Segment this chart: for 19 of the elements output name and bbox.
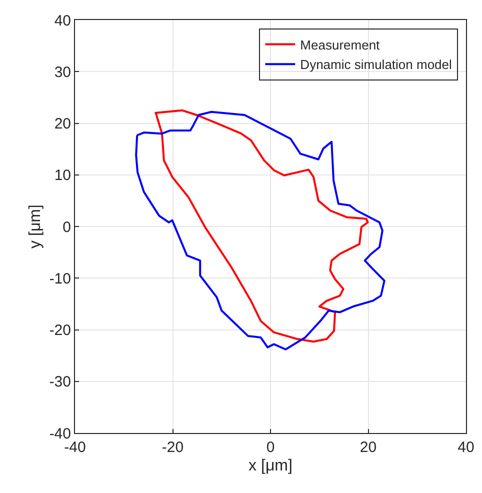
y-axis-title: y [μm] (27, 204, 44, 248)
x-tick-label: 0 (266, 439, 275, 456)
x-tick-label: 20 (360, 439, 377, 456)
y-tick-label: 30 (54, 64, 71, 81)
y-tick-label: -40 (49, 425, 71, 442)
x-tick-label: 40 (458, 439, 474, 456)
y-tick-label: -30 (49, 374, 71, 391)
legend-label: Dynamic simulation model (300, 57, 452, 72)
y-tick-label: 10 (54, 167, 71, 184)
y-tick-label: 0 (62, 218, 71, 236)
x-axis-title: x [μm] (248, 458, 292, 475)
y-tick-label: 40 (54, 12, 71, 30)
legend-label: Measurement (300, 37, 380, 52)
line-series (154, 109, 369, 343)
line-series (135, 110, 386, 350)
x-tick-label: -20 (162, 439, 184, 456)
y-tick-label: 20 (54, 116, 71, 132)
y-tick-label: -10 (49, 270, 71, 288)
y-tick-label: -20 (49, 322, 71, 339)
